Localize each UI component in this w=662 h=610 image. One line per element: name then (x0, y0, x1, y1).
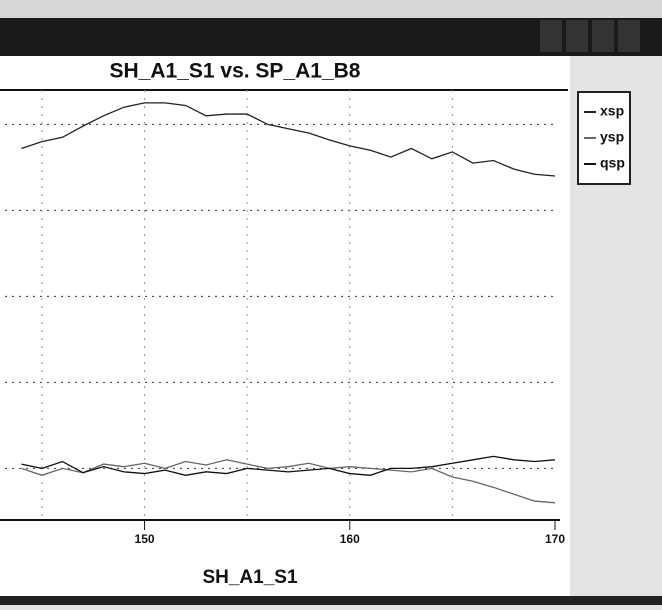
title-bar (0, 18, 662, 56)
data-line (21, 102, 556, 177)
chart-title: SH_A1_S1 vs. SP_A1_B8 (110, 60, 361, 83)
legend-label: qsp (600, 155, 625, 171)
legend-label: xsp (600, 103, 624, 119)
data-line (21, 455, 556, 476)
bottom-bar (0, 596, 662, 605)
window-button[interactable] (566, 20, 588, 52)
data-line (21, 459, 556, 504)
window-button[interactable] (540, 20, 562, 52)
x-tick-label: 150 (135, 532, 155, 546)
window-button[interactable] (618, 20, 640, 52)
x-axis-label: SH_A1_S1 (202, 567, 297, 588)
x-tick-label: 160 (340, 532, 360, 546)
x-tick-label: 170 (545, 532, 565, 546)
plot-panel (0, 56, 570, 596)
window-button[interactable] (592, 20, 614, 52)
legend-label: ysp (600, 129, 624, 145)
window-frame (0, 0, 662, 18)
